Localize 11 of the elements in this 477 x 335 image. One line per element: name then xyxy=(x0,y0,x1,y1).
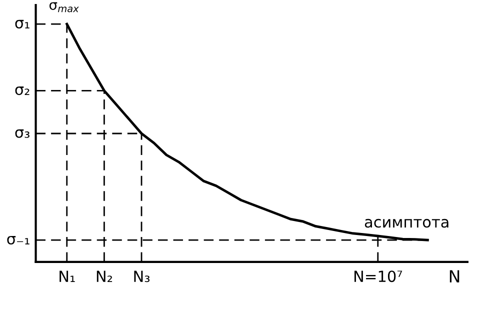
x-tick-label: N₁ xyxy=(60,270,75,282)
x-tick-label: N=10⁷ xyxy=(354,270,402,282)
ref-line-label: σ₃ xyxy=(15,129,30,138)
ref-line-label: σ₁ xyxy=(15,20,30,28)
annotation: асимптота xyxy=(364,218,448,228)
ref-line-label: σ₂ xyxy=(15,86,30,96)
x-tick-label: N₂ xyxy=(96,270,112,282)
x-tick-label: N₃ xyxy=(134,270,150,282)
ref-line-label: σ₋₁ xyxy=(7,236,30,245)
y-axis-title: σ$_{max}$ xyxy=(49,2,79,12)
x-axis-title: N xyxy=(450,270,460,282)
